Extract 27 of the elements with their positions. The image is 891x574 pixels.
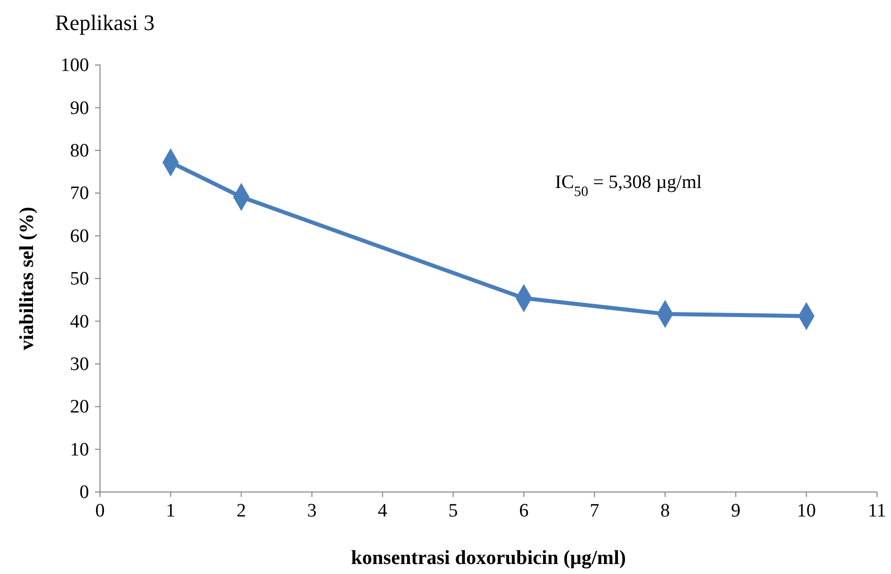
x-tick-label: 4 <box>378 500 388 522</box>
x-tick-label: 2 <box>236 500 246 522</box>
y-tick-label: 40 <box>70 311 89 332</box>
x-tick-label: 8 <box>660 500 670 522</box>
x-tick-label: 7 <box>590 500 600 522</box>
annotation: IC$_{50}$ = 5,308 µg/ml <box>555 172 702 200</box>
y-tick-label: 80 <box>70 140 89 162</box>
x-tick-label: 10 <box>796 500 816 522</box>
x-axis-title: konsentrasi doxorubicin (µg/ml) <box>351 547 626 569</box>
y-tick-label: 90 <box>70 98 89 119</box>
x-tick-label: 1 <box>166 500 176 522</box>
y-tick-label: 10 <box>70 439 89 460</box>
y-tick-label: 20 <box>70 396 89 418</box>
chart-title: Replikasi 3 <box>55 10 155 35</box>
x-tick-label: 11 <box>868 500 886 522</box>
y-tick-label: 50 <box>70 268 89 290</box>
y-tick-label: 30 <box>70 354 89 375</box>
y-tick-label: 0 <box>80 482 89 504</box>
x-tick-label: 9 <box>730 500 740 522</box>
y-tick-label: 100 <box>60 55 89 76</box>
x-tick-label: 6 <box>519 500 529 522</box>
y-axis-title: viabilitas sel (%) <box>16 206 38 350</box>
x-tick-label: 5 <box>448 500 458 522</box>
x-tick-label: 0 <box>95 500 105 522</box>
y-tick-label: 70 <box>70 183 89 204</box>
x-tick-label: 3 <box>307 500 317 522</box>
y-tick-label: 60 <box>70 226 89 247</box>
